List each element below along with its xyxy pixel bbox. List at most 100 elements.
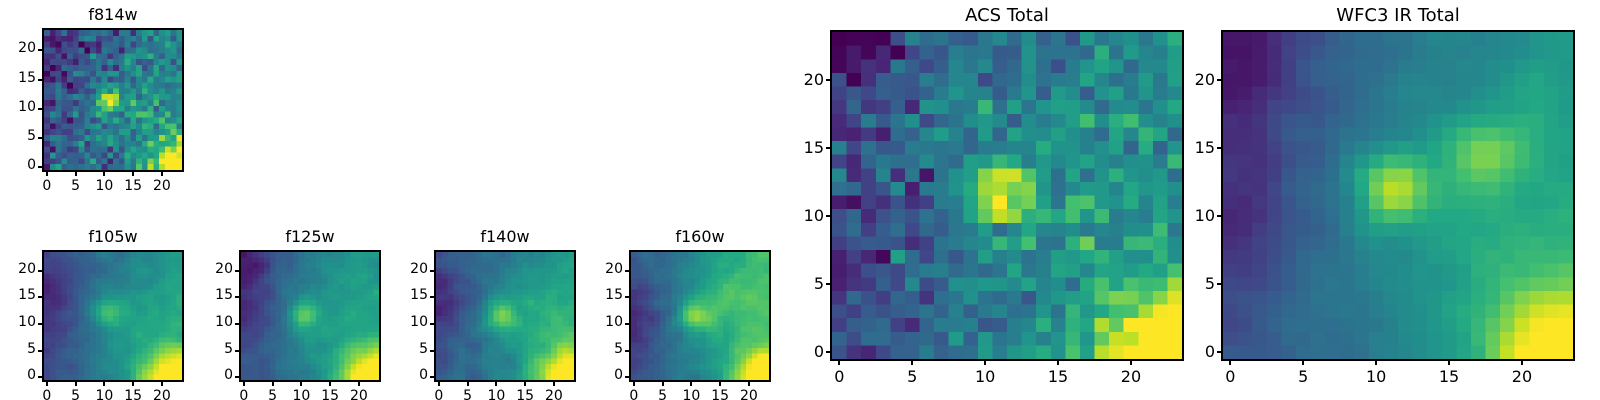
y-tick-mark — [826, 78, 832, 81]
x-tick-mark — [74, 380, 77, 386]
y-tick-mark — [235, 349, 241, 352]
y-tick-mark — [235, 269, 241, 272]
x-tick-mark — [1302, 359, 1305, 365]
x-tick-mark — [466, 380, 469, 386]
y-tick-mark — [1217, 351, 1223, 354]
x-tick-mark — [632, 380, 635, 386]
x-tick-mark — [838, 359, 841, 365]
x-tick-mark — [103, 170, 106, 176]
x-tick-mark — [911, 359, 914, 365]
x-tick-mark — [1520, 359, 1523, 365]
y-tick-mark — [38, 107, 44, 110]
x-tick-mark — [242, 380, 245, 386]
x-tick-mark — [719, 380, 722, 386]
y-tick-mark — [625, 296, 631, 299]
x-tick-label: 0 — [239, 388, 249, 400]
x-tick-label: 10 — [487, 388, 506, 400]
y-tick-label: 10 — [605, 314, 623, 330]
y-tick-label: 0 — [614, 367, 623, 384]
x-tick-label: 20 — [152, 388, 171, 400]
panel-f814w: f814w 0 5 10 15 20 0 5 10 15 20 — [18, 5, 184, 194]
y-tick-label: 10 — [410, 314, 428, 330]
x-tick-mark — [437, 380, 440, 386]
x-tick-mark — [271, 380, 274, 386]
x-tick-mark — [1448, 359, 1451, 365]
y-tick-mark — [430, 323, 436, 325]
y-tick-mark — [1217, 283, 1223, 286]
x-tick-mark — [1229, 359, 1232, 365]
panel-acs-total: ACS Total 0 5 10 15 20 0 5 10 15 20 — [804, 5, 1184, 385]
y-tick-mark — [38, 349, 44, 352]
y-tick-label: 0 — [224, 367, 233, 384]
y-tick-label: 0 — [27, 367, 36, 384]
heatmap-f140w — [436, 252, 574, 380]
y-tick-mark — [38, 323, 44, 325]
x-tick-label: 5 — [71, 388, 81, 400]
y-tick-label: 5 — [27, 127, 36, 144]
x-tick-mark — [357, 380, 360, 386]
x-tick-mark — [495, 380, 498, 386]
x-tick-label: 15 — [516, 388, 535, 400]
panel-title-f125w: f125w — [285, 227, 335, 246]
x-tick-label: 5 — [658, 388, 668, 400]
x-tick-mark — [45, 170, 48, 176]
y-tick-mark — [826, 351, 832, 354]
y-tick-mark — [1217, 78, 1223, 81]
y-tick-label: 10 — [215, 314, 233, 330]
x-tick-label: 0 — [1225, 367, 1236, 386]
y-tick-mark — [38, 78, 44, 81]
panel-title-acs-total: ACS Total — [965, 5, 1049, 26]
x-tick-label: 0 — [42, 178, 52, 194]
heatmap-acs-total — [832, 32, 1182, 359]
x-tick-label: 20 — [1120, 367, 1142, 386]
x-tick-label: 5 — [268, 388, 278, 400]
x-tick-mark — [984, 359, 987, 365]
y-tick-label: 5 — [419, 340, 428, 357]
x-tick-mark — [45, 380, 48, 386]
y-tick-mark — [625, 376, 631, 379]
x-tick-mark — [160, 170, 163, 176]
y-tick-mark — [430, 376, 436, 379]
x-tick-mark — [329, 380, 332, 386]
heatmap-f105w — [44, 252, 182, 380]
y-tick-label: 10 — [18, 314, 36, 330]
panel-title-f140w: f140w — [480, 227, 530, 246]
y-tick-mark — [430, 269, 436, 272]
y-tick-label: 15 — [605, 287, 623, 304]
x-tick-mark — [690, 380, 693, 386]
panel-title-f160w: f160w — [675, 227, 725, 246]
y-tick-label: 20 — [18, 260, 36, 277]
x-tick-label: 5 — [1298, 367, 1309, 386]
y-tick-mark — [625, 269, 631, 272]
x-tick-label: 20 — [739, 388, 758, 400]
y-tick-label: 10 — [18, 98, 36, 115]
y-tick-label: 20 — [410, 260, 428, 277]
y-tick-label: 20 — [605, 260, 623, 277]
y-tick-mark — [38, 136, 44, 139]
x-tick-label: 15 — [124, 178, 143, 194]
y-tick-label: 20 — [18, 40, 36, 57]
x-tick-label: 15 — [1047, 367, 1069, 386]
panel-f105w: f105w 0 5 10 15 20 0 5 10 15 20 — [18, 227, 184, 400]
x-tick-label: 5 — [71, 178, 81, 194]
y-tick-mark — [1217, 146, 1223, 149]
y-tick-label: 20 — [215, 260, 233, 277]
x-tick-mark — [1129, 359, 1132, 365]
y-tick-mark — [38, 49, 44, 52]
x-tick-label: 5 — [907, 367, 918, 386]
x-tick-mark — [747, 380, 750, 386]
panel-f160w: f160w 0 5 10 15 20 0 5 10 15 20 — [605, 227, 771, 400]
x-tick-mark — [552, 380, 555, 386]
x-tick-mark — [661, 380, 664, 386]
x-tick-label: 20 — [544, 388, 563, 400]
panel-title-wfc3-ir-total: WFC3 IR Total — [1336, 5, 1460, 26]
panel-f125w: f125w 0 5 10 15 20 0 5 10 15 20 — [215, 227, 381, 400]
y-tick-label: 0 — [419, 367, 428, 384]
y-tick-label: 0 — [813, 342, 824, 362]
panel-f140w: f140w 0 5 10 15 20 0 5 10 15 20 — [410, 227, 576, 400]
y-tick-label: 20 — [1194, 69, 1215, 89]
x-tick-mark — [132, 170, 135, 176]
y-tick-label: 10 — [803, 205, 824, 225]
x-tick-label: 15 — [1438, 367, 1460, 386]
